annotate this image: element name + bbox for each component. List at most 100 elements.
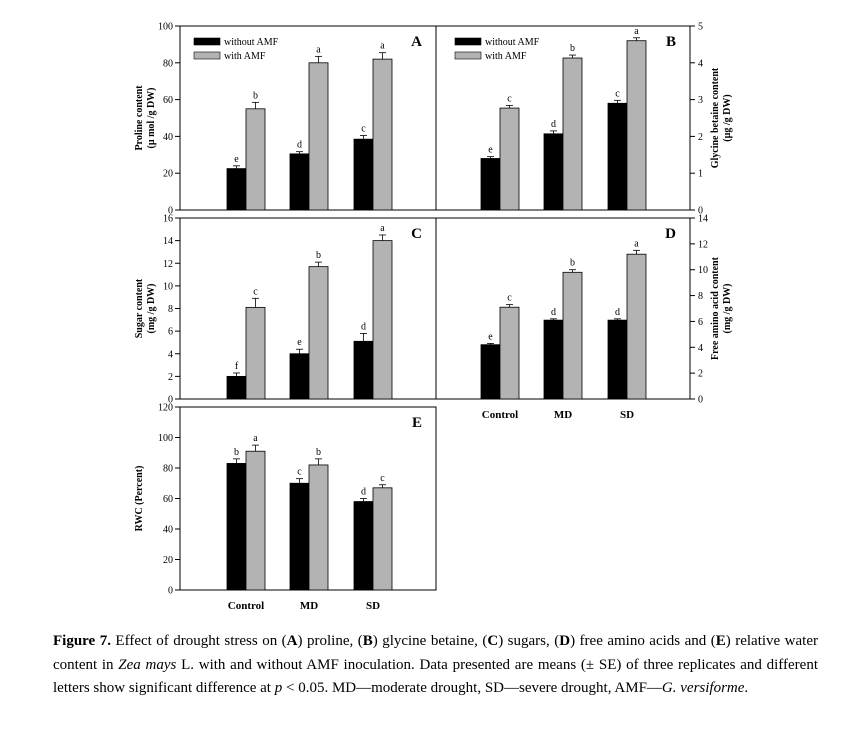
- significance-letter: c: [361, 123, 366, 134]
- significance-letter: d: [361, 321, 366, 332]
- y-tick-label: 3: [698, 95, 703, 106]
- significance-letter: a: [634, 26, 639, 37]
- y-tick-label: 0: [698, 206, 703, 217]
- legend-swatch-with: [454, 51, 482, 60]
- bar-e-without-md: [289, 482, 310, 591]
- significance-letter: e: [488, 331, 493, 342]
- bar-b-without-sd: [607, 102, 628, 211]
- panel-d: 0 2 4 6 8 10 12 14 Free amino acid content (mg /g…: [435, 214, 733, 421]
- y-tick-label: 2: [698, 132, 703, 143]
- y-axis-label: Sugar content: [134, 278, 145, 338]
- y-tick-label: 40: [163, 132, 173, 143]
- significance-letter: e: [297, 337, 302, 348]
- significance-letter: f: [235, 361, 239, 372]
- caption-text: ) relative water content in: [53, 633, 818, 673]
- caption-text: < 0.05. MD—moderate drought, SD—severe d…: [282, 680, 662, 696]
- panel-letter: A: [411, 34, 422, 50]
- y-tick-label: 16: [163, 214, 173, 225]
- y-tick-label: 0: [168, 586, 173, 597]
- caption-text: G. versiforme: [661, 680, 745, 696]
- y-tick-label: 6: [168, 327, 173, 338]
- panel-letter: D: [665, 226, 676, 242]
- category-label: MD: [554, 409, 572, 421]
- panel-letter: E: [412, 415, 422, 431]
- bar-a-without-control: [226, 168, 247, 211]
- significance-letter: e: [488, 145, 493, 156]
- significance-letter: d: [361, 487, 366, 498]
- panel-letter: C: [411, 226, 422, 242]
- legend-swatch-with: [193, 51, 221, 60]
- panel-c: 0 2 4 6 8 10 12 14 16 Sugar content (mg /g DW) Cf e d…: [134, 214, 437, 406]
- category-label: MD: [300, 600, 318, 612]
- significance-letter: d: [615, 307, 620, 318]
- y-tick-label: 60: [163, 494, 173, 505]
- significance-letter: b: [316, 250, 321, 261]
- caption-text: L. with and without AMF inoculation. Dat…: [53, 656, 819, 697]
- bar-b-with-sd: [626, 40, 647, 211]
- significance-letter: d: [551, 119, 556, 130]
- category-label: Control: [228, 600, 264, 612]
- bar-c-without-control: [226, 375, 247, 400]
- y-tick-label: 0: [168, 206, 173, 217]
- significance-letter: b: [253, 90, 258, 101]
- y-tick-label: 14: [163, 236, 173, 247]
- y-tick-label: 20: [163, 169, 173, 180]
- caption-text: ) sugars, (: [498, 633, 560, 649]
- legend-label-with: with AMF: [485, 51, 527, 62]
- category-label: Control: [482, 409, 518, 421]
- significance-letter: a: [634, 238, 639, 249]
- y-tick-label: 4: [698, 58, 703, 69]
- bar-c-without-sd: [353, 340, 374, 400]
- caption-text: C: [487, 633, 499, 649]
- category-label: SD: [366, 600, 380, 612]
- caption-text: p: [274, 680, 283, 696]
- caption-text: ) proline, (: [297, 633, 363, 649]
- y-tick-label: 60: [163, 95, 173, 106]
- y-axis-label: (mg /g DW): [722, 284, 733, 334]
- bar-c-with-sd: [372, 240, 393, 400]
- y-tick-label: 10: [698, 265, 708, 276]
- bar-e-without-sd: [353, 501, 374, 591]
- significance-letter: a: [253, 433, 258, 444]
- y-axis-label: RWC (Percent): [134, 466, 145, 532]
- y-tick-label: 12: [163, 259, 173, 270]
- bar-a-without-sd: [353, 138, 374, 211]
- y-axis-label: (mg /g DW): [146, 284, 157, 334]
- bar-e-with-md: [308, 464, 329, 591]
- y-tick-label: 5: [698, 22, 703, 33]
- bar-c-with-md: [308, 266, 329, 400]
- bar-c-without-md: [289, 353, 310, 400]
- y-tick-label: 100: [158, 433, 173, 444]
- caption-text: E: [715, 633, 726, 649]
- caption-text: Effect of drought stress on (: [110, 633, 287, 649]
- y-tick-label: 8: [698, 291, 703, 302]
- bar-d-without-md: [543, 319, 564, 400]
- legend-label-without: without AMF: [485, 37, 540, 48]
- significance-letter: a: [316, 44, 321, 55]
- bar-e-with-sd: [372, 487, 393, 591]
- bar-e-without-control: [226, 463, 247, 591]
- y-tick-label: 100: [158, 22, 173, 33]
- significance-letter: c: [507, 93, 512, 104]
- significance-letter: b: [316, 447, 321, 458]
- y-axis-label: Glycine betaine content: [710, 67, 721, 168]
- bar-a-with-control: [245, 108, 266, 211]
- bar-b-with-md: [562, 57, 583, 211]
- y-tick-label: 20: [163, 555, 173, 566]
- y-tick-label: 4: [698, 343, 703, 354]
- bar-c-with-control: [245, 306, 266, 400]
- significance-letter: a: [380, 41, 385, 52]
- panel-letter: B: [666, 34, 676, 50]
- significance-letter: c: [253, 286, 258, 297]
- bar-e-with-control: [245, 450, 266, 591]
- caption-text: Zea mays: [118, 656, 177, 673]
- y-tick-label: 1: [698, 169, 703, 180]
- significance-letter: c: [615, 88, 620, 99]
- caption-text: B: [362, 633, 373, 649]
- y-tick-label: 6: [698, 317, 703, 328]
- y-axis-label: (µg /g DW): [722, 94, 733, 141]
- y-tick-label: 8: [168, 304, 173, 315]
- significance-letter: b: [570, 43, 575, 54]
- caption-text: ) glycine betaine, (: [372, 633, 488, 649]
- y-tick-label: 120: [158, 403, 173, 414]
